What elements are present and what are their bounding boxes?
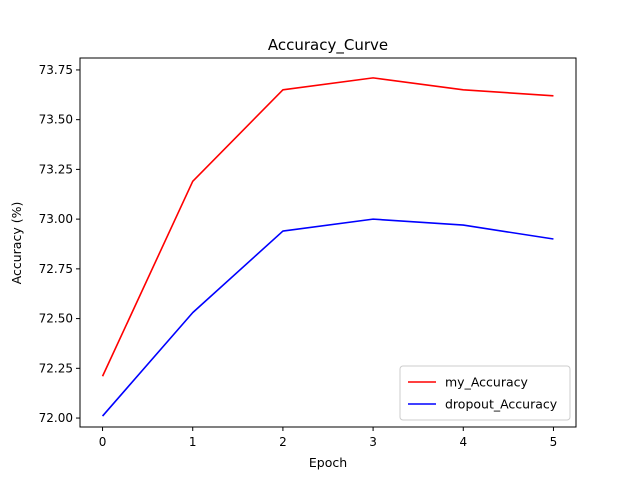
legend-box — [399, 365, 571, 421]
series-line-1 — [101, 77, 554, 377]
x-tick-label: 1 — [189, 435, 197, 449]
y-tick-label: 73.25 — [39, 162, 73, 176]
legend: my_Accuracy dropout_Accuracy — [399, 365, 571, 421]
x-tick-label: 2 — [279, 435, 287, 449]
y-tick-label: 72.25 — [39, 361, 73, 375]
chart-title: Accuracy_Curve — [268, 36, 388, 55]
plot-area — [79, 57, 577, 428]
y-tick-label: 73.75 — [39, 63, 73, 77]
legend-label-2: dropout_Accuracy — [445, 397, 558, 412]
x-tick-label: 4 — [459, 435, 467, 449]
series-line-2 — [101, 218, 554, 417]
y-tick-label: 72.50 — [39, 312, 73, 326]
y-tick-label: 72.00 — [39, 411, 73, 425]
y-axis-ticks: 72.00 72.25 72.50 72.75 73.00 73.25 73.50 73.75 — [39, 63, 80, 425]
y-tick-label: 73.50 — [39, 113, 73, 127]
x-axis-ticks: 0 1 2 3 4 5 — [99, 427, 558, 449]
y-tick-label: 72.75 — [39, 262, 73, 276]
x-tick-label: 3 — [369, 435, 377, 449]
x-axis-label: Epoch — [309, 455, 347, 470]
x-tick-label: 5 — [550, 435, 558, 449]
series-lines — [101, 77, 554, 417]
plot-frame — [79, 57, 577, 428]
legend-label-1: my_Accuracy — [445, 375, 528, 390]
x-tick-label: 0 — [99, 435, 107, 449]
y-tick-label: 73.00 — [39, 212, 73, 226]
y-axis-label: Accuracy (%) — [9, 202, 24, 285]
